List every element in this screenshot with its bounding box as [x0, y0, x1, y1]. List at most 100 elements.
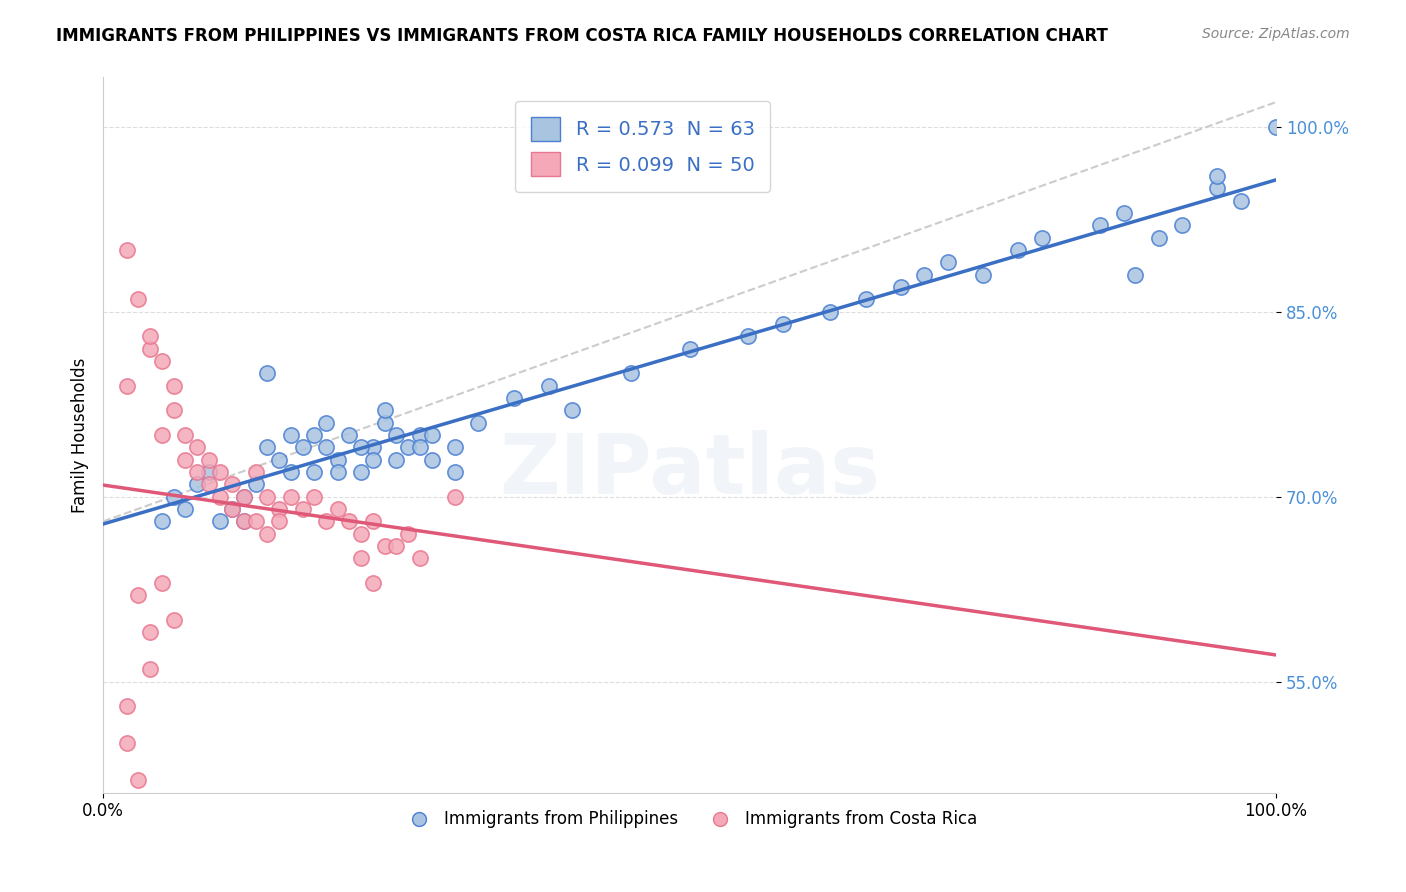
- Point: [315, 441, 337, 455]
- Point: [186, 477, 208, 491]
- Point: [115, 736, 138, 750]
- Point: [1230, 194, 1253, 208]
- Point: [890, 280, 912, 294]
- Point: [350, 551, 373, 566]
- Point: [256, 490, 278, 504]
- Point: [420, 452, 443, 467]
- Point: [186, 441, 208, 455]
- Point: [326, 465, 349, 479]
- Point: [139, 329, 162, 343]
- Point: [197, 452, 219, 467]
- Point: [162, 490, 184, 504]
- Point: [1206, 169, 1229, 183]
- Point: [396, 441, 419, 455]
- Y-axis label: Family Households: Family Households: [72, 358, 89, 513]
- Point: [339, 428, 361, 442]
- Text: IMMIGRANTS FROM PHILIPPINES VS IMMIGRANTS FROM COSTA RICA FAMILY HOUSEHOLDS CORR: IMMIGRANTS FROM PHILIPPINES VS IMMIGRANT…: [56, 27, 1108, 45]
- Point: [467, 416, 489, 430]
- Point: [374, 539, 396, 553]
- Point: [1112, 206, 1135, 220]
- Point: [221, 502, 243, 516]
- Point: [936, 255, 959, 269]
- Point: [350, 526, 373, 541]
- Point: [304, 428, 326, 442]
- Point: [209, 514, 232, 528]
- Point: [444, 490, 467, 504]
- Point: [678, 342, 700, 356]
- Point: [162, 378, 184, 392]
- Point: [326, 452, 349, 467]
- Point: [232, 514, 254, 528]
- Point: [1265, 120, 1288, 134]
- Point: [209, 490, 232, 504]
- Point: [280, 465, 302, 479]
- Point: [1007, 243, 1029, 257]
- Point: [197, 465, 219, 479]
- Point: [127, 588, 149, 602]
- Point: [115, 699, 138, 714]
- Point: [315, 514, 337, 528]
- Legend: Immigrants from Philippines, Immigrants from Costa Rica: Immigrants from Philippines, Immigrants …: [395, 803, 984, 834]
- Text: ZIPatlas: ZIPatlas: [499, 430, 880, 511]
- Point: [256, 441, 278, 455]
- Point: [772, 317, 794, 331]
- Point: [444, 441, 467, 455]
- Point: [326, 502, 349, 516]
- Point: [232, 514, 254, 528]
- Point: [267, 502, 290, 516]
- Point: [1123, 268, 1146, 282]
- Point: [855, 293, 877, 307]
- Point: [1206, 181, 1229, 195]
- Point: [361, 441, 384, 455]
- Point: [127, 293, 149, 307]
- Point: [409, 441, 432, 455]
- Point: [537, 378, 560, 392]
- Point: [385, 539, 408, 553]
- Point: [115, 378, 138, 392]
- Point: [280, 428, 302, 442]
- Point: [139, 625, 162, 640]
- Point: [245, 514, 267, 528]
- Point: [150, 514, 173, 528]
- Point: [420, 428, 443, 442]
- Point: [162, 613, 184, 627]
- Point: [304, 490, 326, 504]
- Point: [350, 465, 373, 479]
- Point: [174, 428, 197, 442]
- Point: [737, 329, 759, 343]
- Point: [150, 576, 173, 591]
- Point: [1088, 219, 1111, 233]
- Point: [150, 354, 173, 368]
- Point: [115, 243, 138, 257]
- Point: [561, 403, 583, 417]
- Point: [972, 268, 994, 282]
- Point: [245, 477, 267, 491]
- Point: [256, 367, 278, 381]
- Point: [291, 441, 314, 455]
- Point: [361, 576, 384, 591]
- Point: [1031, 231, 1053, 245]
- Point: [197, 477, 219, 491]
- Point: [444, 465, 467, 479]
- Point: [209, 465, 232, 479]
- Point: [186, 465, 208, 479]
- Point: [385, 428, 408, 442]
- Point: [280, 490, 302, 504]
- Point: [162, 403, 184, 417]
- Point: [127, 773, 149, 788]
- Point: [374, 403, 396, 417]
- Point: [174, 502, 197, 516]
- Point: [245, 465, 267, 479]
- Point: [150, 428, 173, 442]
- Point: [139, 342, 162, 356]
- Point: [267, 514, 290, 528]
- Point: [409, 551, 432, 566]
- Point: [820, 304, 842, 318]
- Point: [256, 526, 278, 541]
- Point: [350, 441, 373, 455]
- Point: [361, 452, 384, 467]
- Point: [385, 452, 408, 467]
- Point: [221, 502, 243, 516]
- Point: [502, 391, 524, 405]
- Point: [374, 416, 396, 430]
